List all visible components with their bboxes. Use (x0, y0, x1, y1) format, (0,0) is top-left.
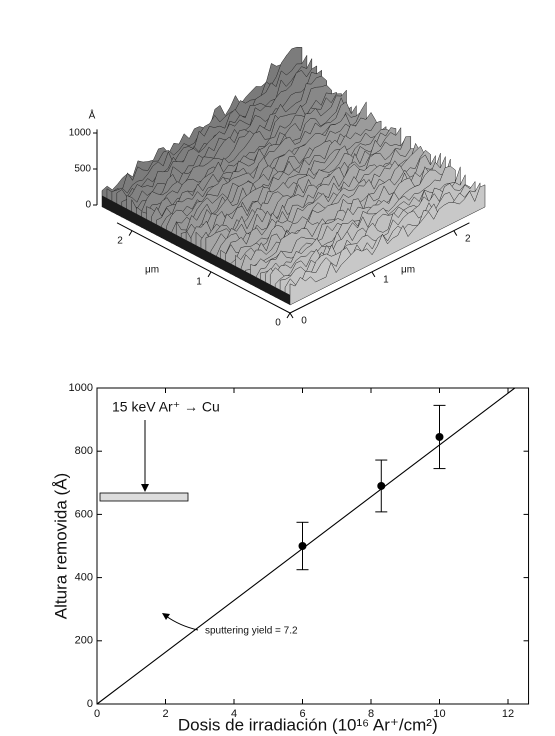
x-tick-label: 8 (368, 708, 374, 720)
data-point (377, 481, 386, 490)
x-axis (289, 222, 470, 314)
x-axis-label: μm (401, 265, 415, 276)
x-tick (289, 312, 294, 319)
x-tick-label: 12 (502, 708, 514, 720)
data-point (298, 542, 307, 550)
y-axis (116, 222, 291, 314)
arrow-head (141, 484, 149, 492)
z-tick-label: 500 (74, 164, 91, 175)
annotation: sputtering yield = 7.2 (205, 626, 298, 637)
y-tick (207, 271, 212, 278)
y-tick-label: 0 (275, 318, 281, 329)
y-axis-label: μm (145, 265, 159, 276)
x-tick-label: 2 (162, 708, 168, 720)
dose-plot: 0 2 4 6 8 10 12 0 200 400 600 800 1000 Dosis de irrad… (51, 382, 530, 734)
x-tick-label: 2 (465, 233, 471, 244)
y-tick-label: 1 (196, 276, 202, 287)
x-tick (453, 230, 458, 236)
y-tick-label: 0 (87, 698, 93, 710)
annotation: 15 keV Ar⁺ → Cu (112, 399, 220, 415)
y-tick-label: 2 (117, 235, 123, 246)
plot-frame (96, 387, 530, 705)
annotation-arrow (165, 615, 199, 631)
y-tick-label: 600 (75, 508, 93, 520)
x-axis-label: Dosis de irradiación (10¹⁶ Ar⁺/cm²) (178, 715, 438, 734)
x-tick-label: 10 (433, 708, 445, 720)
surface-strip (289, 184, 486, 306)
x-tick-label: 6 (299, 708, 305, 720)
y-tick-label: 800 (75, 445, 93, 457)
x-tick-label: 4 (231, 708, 237, 720)
surface-wall (102, 195, 290, 305)
y-axis-label: Altura removida (Å) (51, 473, 70, 619)
x-tick-label: 1 (383, 274, 389, 285)
z-tick-label: 0 (85, 200, 91, 211)
y-tick-label: 400 (75, 572, 93, 584)
sample (99, 492, 189, 502)
data-point (435, 432, 444, 441)
x-tick (371, 271, 376, 278)
x-tick-label: 0 (301, 316, 307, 327)
z-tick-label: 1000 (69, 128, 92, 139)
y-tick (128, 230, 133, 236)
y-tick (286, 312, 291, 319)
arrow-head (162, 613, 170, 620)
y-tick-label: 1000 (69, 382, 93, 394)
x-tick-label: 0 (94, 708, 100, 720)
y-tick-label: 200 (75, 635, 93, 647)
z-axis-label: Å (89, 109, 96, 122)
surface-plot: 0 500 1000 Å 0 1 2 μm 0 1 2 μm (69, 46, 486, 329)
